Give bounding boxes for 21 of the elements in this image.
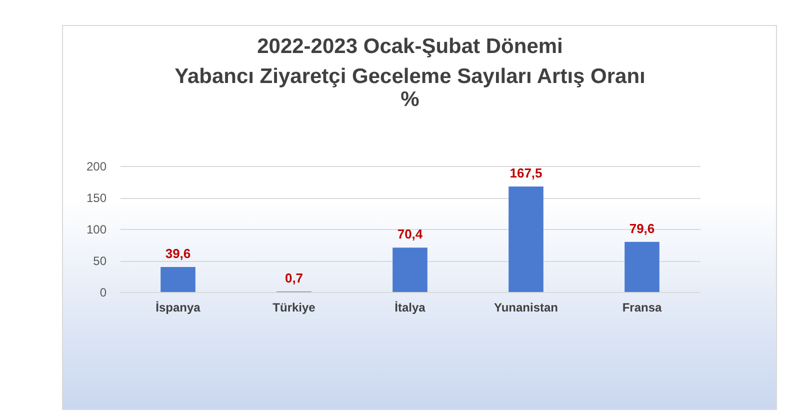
- data-label: 79,6: [629, 220, 655, 236]
- x-tick-label: İspanya: [156, 300, 201, 314]
- y-tick-label: 150: [86, 191, 107, 205]
- y-tick-label: 50: [93, 254, 107, 268]
- chart-title: 2022-2023 Ocak-Şubat Dönemi Yabancı Ziyaretçi Geceleme Sayıları Artış Oranı: [174, 35, 646, 88]
- y-tick-label: 0: [100, 286, 107, 300]
- data-label: 39,6: [165, 246, 191, 262]
- x-tick-label: Türkiye: [272, 300, 316, 314]
- bar: [160, 267, 196, 292]
- bar: [624, 242, 660, 292]
- bar: [508, 186, 544, 292]
- bar: [392, 248, 428, 292]
- data-label: 167,5: [510, 165, 542, 180]
- data-label: 70,4: [397, 226, 424, 242]
- data-label: 0,7: [284, 270, 304, 286]
- x-tick-label: Fransa: [622, 300, 662, 314]
- y-tick-label: 200: [86, 160, 107, 174]
- x-tick-label: Yunanistan: [494, 300, 558, 314]
- x-tick-label: İtalya: [394, 300, 426, 314]
- y-tick-label: 100: [86, 222, 107, 236]
- chart-subtitle: %: [400, 88, 420, 111]
